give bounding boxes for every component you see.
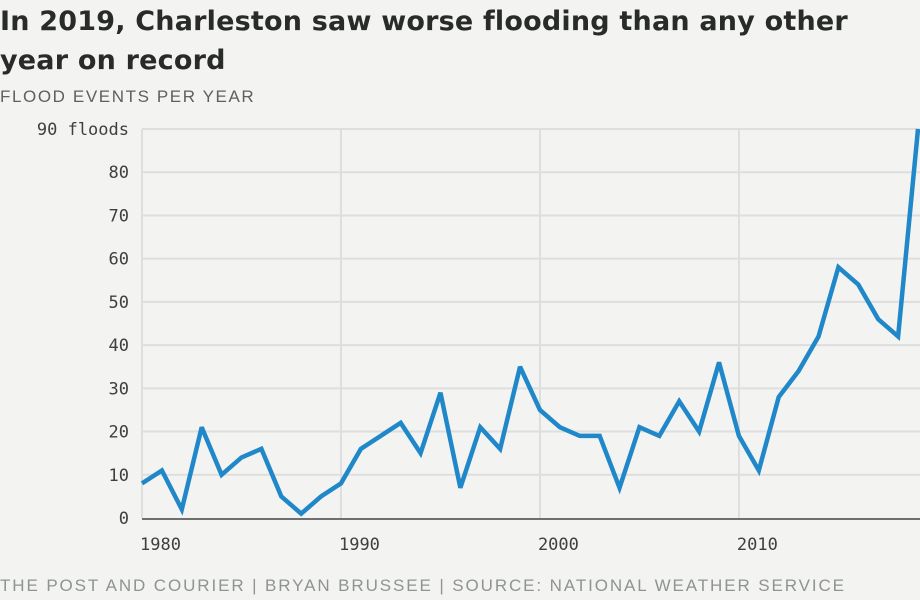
data-point-2008 bbox=[697, 430, 701, 434]
data-point-1990 bbox=[339, 481, 343, 485]
x-tick-label: 1990 bbox=[339, 535, 380, 555]
y-axis-ticks: 0 10 20 30 40 50 60 70 80 90 floods bbox=[37, 120, 129, 529]
data-point-2018 bbox=[896, 334, 900, 338]
data-point-2015 bbox=[836, 265, 840, 269]
x-tick-label: 2000 bbox=[538, 535, 579, 555]
data-point-1994 bbox=[419, 451, 423, 455]
y-tick-label: 20 bbox=[109, 423, 129, 443]
data-point-1987 bbox=[279, 494, 283, 498]
x-tick-label: 2010 bbox=[737, 535, 778, 555]
series-line-flood-events bbox=[140, 128, 920, 517]
y-tick-label: 50 bbox=[109, 293, 129, 313]
gridlines bbox=[141, 128, 920, 518]
data-point-2010 bbox=[737, 434, 741, 438]
data-point-2000 bbox=[538, 408, 542, 412]
credit-footer: THE POST AND COURIER | BRYAN BRUSSEE | S… bbox=[0, 576, 846, 595]
x-tick-label: 1980 bbox=[140, 535, 181, 555]
data-point-2012 bbox=[777, 395, 781, 399]
series-layer bbox=[140, 127, 920, 517]
data-point-1984 bbox=[220, 473, 224, 477]
y-tick-label: 0 bbox=[119, 509, 129, 529]
data-point-1980 bbox=[140, 481, 144, 485]
data-point-1986 bbox=[259, 447, 263, 451]
y-tick-label: 60 bbox=[109, 250, 129, 270]
y-tick-label: 30 bbox=[109, 379, 129, 399]
data-point-2001 bbox=[558, 425, 562, 429]
data-point-1985 bbox=[239, 455, 243, 459]
y-tick-label: 90 floods bbox=[37, 120, 129, 140]
data-point-2005 bbox=[637, 425, 641, 429]
data-point-2019 bbox=[916, 127, 920, 131]
data-point-2009 bbox=[717, 360, 721, 364]
data-point-1995 bbox=[438, 391, 442, 395]
data-point-2003 bbox=[598, 434, 602, 438]
data-point-1981 bbox=[160, 468, 164, 472]
data-point-1998 bbox=[498, 447, 502, 451]
data-point-1989 bbox=[319, 494, 323, 498]
chart-subtitle: FLOOD EVENTS PER YEAR bbox=[0, 87, 256, 106]
data-point-2017 bbox=[876, 317, 880, 321]
data-point-2002 bbox=[578, 434, 582, 438]
data-point-2011 bbox=[757, 468, 761, 472]
y-tick-label: 10 bbox=[109, 466, 129, 486]
data-point-2006 bbox=[657, 434, 661, 438]
y-tick-label: 40 bbox=[109, 336, 129, 356]
x-axis-ticks: 1980 1990 2000 2010 bbox=[140, 535, 778, 555]
data-point-2014 bbox=[817, 334, 821, 338]
chart-title: In 2019, Charleston saw worse flooding t… bbox=[0, 6, 848, 76]
data-point-1993 bbox=[399, 421, 403, 425]
data-point-1996 bbox=[458, 486, 462, 490]
data-point-1992 bbox=[379, 434, 383, 438]
y-tick-label: 80 bbox=[109, 163, 129, 183]
data-point-1997 bbox=[478, 425, 482, 429]
data-point-2007 bbox=[677, 399, 681, 403]
data-point-1988 bbox=[299, 512, 303, 516]
data-point-1983 bbox=[200, 425, 204, 429]
data-point-1999 bbox=[518, 365, 522, 369]
data-point-2016 bbox=[856, 283, 860, 287]
y-tick-label: 70 bbox=[109, 206, 129, 226]
data-point-1982 bbox=[180, 507, 184, 511]
data-point-2013 bbox=[797, 369, 801, 373]
data-point-2004 bbox=[618, 486, 622, 490]
data-point-1991 bbox=[359, 447, 363, 451]
